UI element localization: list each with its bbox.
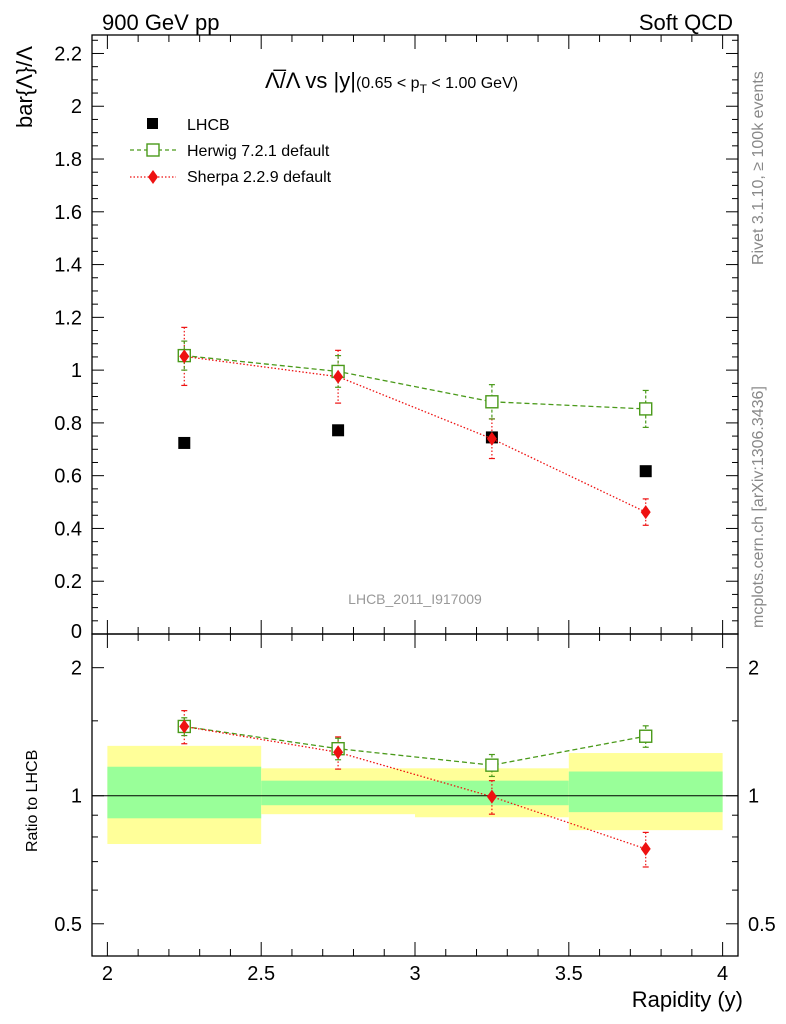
- main-y-tick-label: 1.6: [54, 202, 82, 224]
- legend: LHCB Herwig 7.2.1 default Sherpa 2.2.9 d…: [130, 117, 332, 186]
- legend-label-herwig: Herwig 7.2.1 default: [187, 143, 330, 160]
- legend-marker-lhcb: [147, 118, 158, 129]
- main-y-tick-label: 1.8: [54, 149, 82, 171]
- x-tick-label: 4: [717, 963, 728, 985]
- rivet-version-label: Rivet 3.1.10, ≥ 100k events: [750, 71, 767, 265]
- main-y-tick-label: 1.4: [54, 255, 82, 277]
- plot-title-range-suffix: < 1.00 GeV): [427, 75, 518, 92]
- ratio-band-inner: [568, 771, 723, 813]
- legend-marker-sherpa: [148, 170, 158, 184]
- herwig-ratio-point: [485, 758, 499, 772]
- main-y-tick-label: 0.6: [54, 466, 82, 488]
- lhcb-data-point: [178, 436, 191, 449]
- herwig-main-line: [184, 354, 646, 410]
- mcplots-label: mcplots.cern.ch [arXiv:1306.3436]: [750, 386, 767, 628]
- main-y-tick-label: 2.2: [54, 43, 82, 65]
- main-y-tick-label: 0.8: [54, 413, 82, 435]
- sherpa-main-point: [179, 349, 190, 364]
- main-y-tick-label: 1.2: [54, 307, 82, 329]
- ratio-y-tick-label-right: 0.5: [748, 914, 776, 936]
- ratio-band-inner: [261, 780, 415, 806]
- analysis-watermark: LHCB_2011_I917009: [348, 591, 482, 607]
- sherpa-main-line: [184, 355, 646, 513]
- herwig-main-point: [639, 402, 653, 416]
- sherpa-main-point: [486, 431, 497, 446]
- legend-label-lhcb: LHCB: [187, 117, 230, 134]
- ratio-y-tick-label: 0.5: [54, 914, 82, 936]
- sherpa-main-point: [640, 505, 651, 520]
- lhcb-data-point: [332, 424, 345, 437]
- herwig-ratio-line: [184, 725, 646, 766]
- ratio-y-tick-label: 2: [71, 658, 82, 680]
- herwig-main-point: [485, 395, 499, 409]
- ratio-y-tick-label-right: 2: [748, 658, 759, 680]
- x-tick-label: 3.5: [555, 963, 583, 985]
- header-right-label: Soft QCD: [639, 10, 733, 35]
- ratio-y-tick-label-right: 1: [748, 786, 759, 808]
- plot-title-range-subscript: T: [420, 82, 428, 96]
- lhcb-data-point: [639, 465, 652, 478]
- header-left-label: 900 GeV pp: [102, 10, 219, 35]
- plot-title-main: Λ̅/Λ vs |y|: [265, 68, 356, 93]
- x-axis-label: Rapidity (y): [632, 987, 743, 1012]
- main-y-tick-label: 0: [71, 621, 82, 643]
- sherpa-ratio-point: [179, 719, 190, 734]
- main-y-tick-label: 1: [71, 360, 82, 382]
- sherpa-main-point: [333, 369, 344, 384]
- legend-label-sherpa: Sherpa 2.2.9 default: [187, 169, 332, 186]
- main-y-tick-label: 2: [71, 96, 82, 118]
- ratio-y-tick-label: 1: [71, 786, 82, 808]
- sherpa-ratio-point: [486, 789, 497, 804]
- main-y-axis-label: bar{Λ}/Λ: [12, 46, 37, 128]
- x-tick-label: 2.5: [247, 963, 275, 985]
- legend-marker-herwig: [146, 143, 160, 157]
- sherpa-ratio-point: [640, 841, 651, 856]
- sherpa-ratio-line: [184, 725, 646, 850]
- chart-dynamic-layer: 0 0.2 0.4 0.6 0.8 1 1.2 1.4 1.6 1.8 2 2.2 2 2.5 3 3.5 4 0…: [54, 34, 776, 985]
- x-tick-label: 2: [102, 963, 113, 985]
- plot-title: Λ̅/Λ vs |y|(0.65 < pT < 1.00 GeV): [265, 68, 518, 96]
- herwig-ratio-point: [639, 729, 653, 743]
- ratio-band-inner: [107, 766, 262, 819]
- ratio-y-axis-label: Ratio to LHCB: [24, 750, 41, 852]
- main-y-tick-label: 0.2: [54, 571, 82, 593]
- main-y-tick-label: 0.4: [54, 518, 82, 540]
- plot-title-range-prefix: (0.65 < p: [356, 75, 420, 92]
- x-tick-label: 3: [409, 963, 420, 985]
- sherpa-ratio-point: [333, 745, 344, 760]
